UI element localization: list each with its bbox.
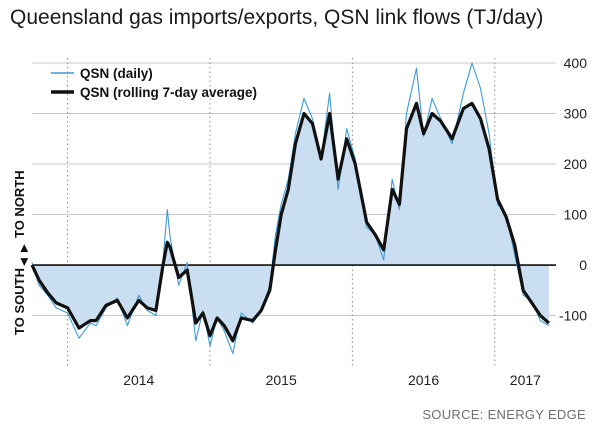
y-tick-labels: 400 300 200 100 0 -100 — [559, 55, 587, 323]
direction-label: TO SOUTH ◄ ► TO NORTH — [12, 170, 31, 335]
x-tick-label: 2015 — [266, 372, 297, 388]
y-tick-label: 0 — [579, 257, 587, 273]
y-tick-label: 300 — [564, 106, 588, 122]
legend-label-daily: QSN (daily) — [80, 66, 153, 81]
direction-label-south: TO SOUTH — [12, 268, 27, 335]
y-tick-label: -100 — [559, 308, 587, 324]
source-note: SOURCE: ENERGY EDGE — [422, 407, 586, 422]
direction-arrow-down: ◄ — [16, 256, 31, 269]
x-tick-label: 2017 — [510, 372, 541, 388]
legend-label-average: QSN (rolling 7-day average) — [80, 85, 257, 100]
x-tick-label: 2016 — [408, 372, 439, 388]
chart-title: Queensland gas imports/exports, QSN link… — [10, 6, 544, 29]
y-tick-label: 200 — [564, 156, 588, 172]
direction-arrow-up: ► — [16, 242, 31, 255]
direction-label-north: TO NORTH — [12, 170, 27, 238]
x-tick-labels: 2014 2015 2016 2017 — [123, 372, 541, 388]
y-tick-label: 100 — [564, 207, 588, 223]
area-fill — [32, 103, 549, 341]
legend: QSN (daily) QSN (rolling 7-day average) — [51, 66, 257, 100]
series-average-line — [30, 101, 550, 343]
x-tick-label: 2014 — [123, 372, 154, 388]
y-tick-label: 400 — [564, 55, 588, 71]
series-daily-line — [31, 62, 550, 354]
